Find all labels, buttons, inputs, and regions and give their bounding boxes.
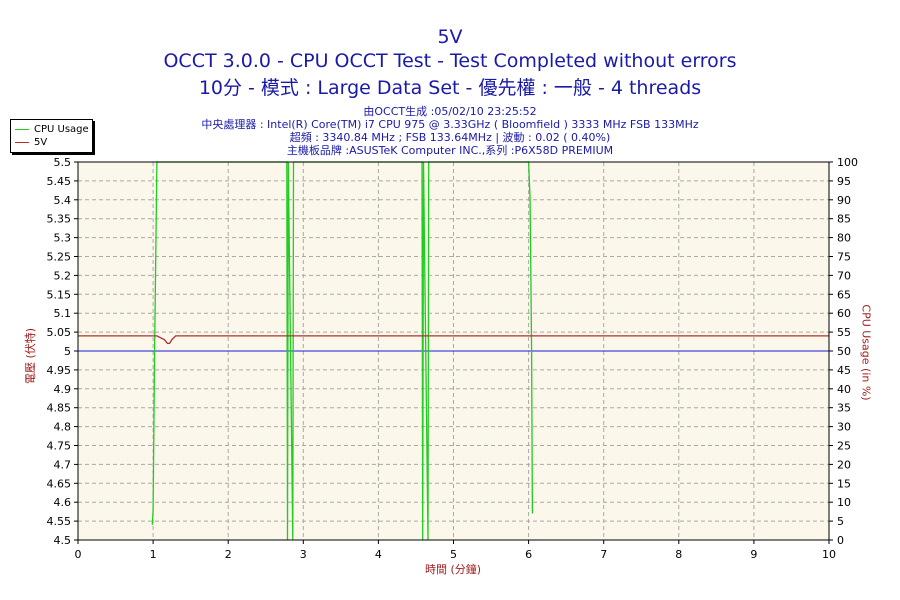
y-right-tick-label: 25: [837, 440, 851, 453]
y-left-tick-label: 4.65: [47, 477, 72, 490]
chart-title: 5V: [437, 26, 463, 48]
y-left-tick-label: 5.45: [47, 175, 72, 188]
y-right-tick-label: 5: [837, 515, 844, 528]
x-tick-label: 10: [822, 548, 836, 561]
y-right-tick-label: 100: [837, 156, 858, 169]
y-left-tick-label: 4.5: [54, 534, 72, 547]
x-tick-label: 4: [375, 548, 382, 561]
legend-label: CPU Usage: [34, 124, 89, 135]
y-left-tick-label: 4.6: [54, 496, 72, 509]
y-right-tick-label: 45: [837, 364, 851, 377]
y-left-tick-label: 5.25: [47, 251, 72, 264]
y-right-tick-label: 95: [837, 175, 851, 188]
y-right-tick-label: 55: [837, 326, 851, 339]
y-left-tick-label: 5.3: [54, 232, 72, 245]
y-left-tick-label: 4.9: [54, 383, 72, 396]
x-tick-label: 7: [600, 548, 607, 561]
y-right-tick-label: 35: [837, 402, 851, 415]
legend-item: CPU Usage: [15, 123, 89, 136]
y-left-tick-label: 5.1: [54, 307, 72, 320]
chart-legend: CPU Usage 5V: [10, 119, 93, 153]
y-left-tick-label: 5.15: [47, 288, 72, 301]
y-left-tick-label: 5: [64, 345, 71, 358]
x-tick-label: 0: [75, 548, 82, 561]
series-line-5v: [78, 335, 829, 345]
y-right-tick-label: 65: [837, 288, 851, 301]
chart-info-line: 超頻 : 3340.84 MHz ; FSB 133.64MHz | 波動 : …: [289, 131, 611, 144]
y-left-tick-label: 5.05: [47, 326, 72, 339]
y-right-tick-label: 40: [837, 383, 851, 396]
y-left-tick-label: 5.2: [54, 269, 72, 282]
y-right-tick-label: 60: [837, 307, 851, 320]
y-left-tick-label: 4.7: [54, 458, 72, 471]
y-left-tick-label: 4.8: [54, 421, 72, 434]
y-right-tick-label: 75: [837, 251, 851, 264]
y-right-tick-label: 0: [837, 534, 844, 547]
legend-label: 5V: [34, 137, 48, 148]
y-right-tick-label: 15: [837, 477, 851, 490]
chart-info-line: 中央處理器 : Intel(R) Core(TM) i7 CPU 975 @ 3…: [201, 118, 699, 131]
x-tick-label: 3: [300, 548, 307, 561]
y-axis-left-label: 電壓 (伏特): [24, 327, 38, 385]
y-right-tick-label: 70: [837, 269, 851, 282]
y-right-tick-label: 10: [837, 496, 851, 509]
x-tick-label: 8: [675, 548, 682, 561]
y-right-tick-label: 80: [837, 232, 851, 245]
chart-info-line: 由OCCT生成 :05/02/10 23:25:52: [363, 105, 537, 118]
chart-info-line: 主機板品牌 :ASUSTeK Computer INC.,系列 :P6X58D …: [286, 144, 614, 157]
y-right-tick-label: 30: [837, 421, 851, 434]
y-left-tick-label: 5.5: [54, 156, 72, 169]
y-right-tick-label: 90: [837, 194, 851, 207]
x-tick-label: 5: [450, 548, 457, 561]
x-tick-label: 9: [750, 548, 757, 561]
y-left-tick-label: 5.35: [47, 213, 72, 226]
legend-item: 5V: [15, 136, 47, 149]
y-right-tick-label: 85: [837, 213, 851, 226]
y-left-tick-label: 4.75: [47, 440, 72, 453]
y-right-tick-label: 20: [837, 458, 851, 471]
y-left-tick-label: 4.55: [47, 515, 72, 528]
y-axis-right-label: CPU Usage (in %): [859, 303, 873, 401]
y-left-tick-label: 4.85: [47, 402, 72, 415]
x-tick-label: 1: [150, 548, 157, 561]
y-left-tick-label: 5.4: [54, 194, 72, 207]
chart-subtitle: OCCT 3.0.0 - CPU OCCT Test - Test Comple…: [163, 50, 737, 72]
legend-swatch-5v: [15, 142, 29, 143]
x-tick-label: 2: [225, 548, 232, 561]
legend-swatch-cpu-usage: [15, 129, 29, 130]
chart-subtitle: 10分 - 模式 : Large Data Set - 優先權 : 一般 - 4…: [198, 77, 702, 99]
x-axis-label: 時間 (分鐘): [424, 563, 482, 576]
x-tick-label: 6: [525, 548, 532, 561]
y-left-tick-label: 4.95: [47, 364, 72, 377]
y-right-tick-label: 50: [837, 345, 851, 358]
